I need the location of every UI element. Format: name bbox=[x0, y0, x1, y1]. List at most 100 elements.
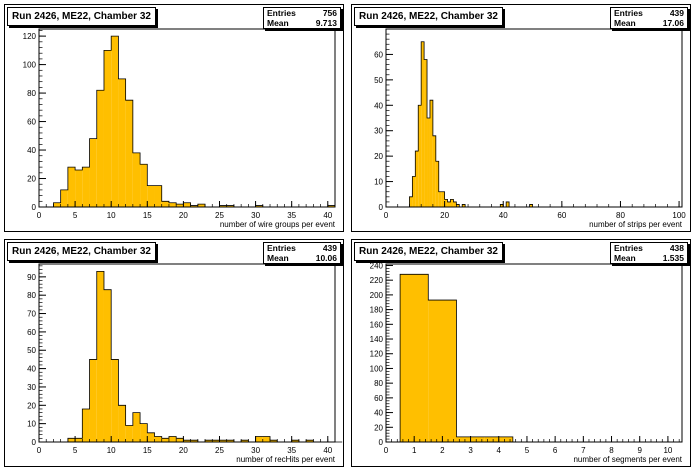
histogram-pad-wire-groups: 0 5 10 15 20 25 30 35 40 0 20 40 60 80 100 120 number of… bbox=[4, 4, 344, 232]
histogram-bar bbox=[444, 199, 448, 207]
y-tick-label: 40 bbox=[27, 146, 36, 155]
histogram-bar bbox=[89, 359, 97, 442]
x-tick-label: 40 bbox=[499, 211, 508, 220]
histogram-bar bbox=[132, 412, 141, 442]
y-tick-label: 100 bbox=[23, 61, 37, 70]
x-tick-label: 5 bbox=[525, 446, 530, 455]
x-tick-label: 30 bbox=[251, 446, 260, 455]
stats-box: Entries 756 Mean 9.713 bbox=[263, 7, 341, 29]
x-axis-label: number of wire groups per event bbox=[220, 220, 336, 229]
histogram-bar bbox=[270, 440, 278, 442]
histogram-bar bbox=[427, 118, 430, 207]
plot-frame bbox=[385, 28, 683, 208]
x-tick-label: 2 bbox=[440, 446, 445, 455]
y-tick-label: 50 bbox=[27, 346, 36, 355]
histogram-bar bbox=[219, 205, 227, 207]
stats-entries-value: 438 bbox=[669, 243, 684, 253]
x-tick-label: 40 bbox=[323, 211, 332, 220]
stats-box: Entries 439 Mean 17.06 bbox=[610, 7, 688, 29]
histogram-bar bbox=[506, 201, 510, 207]
histogram-bar bbox=[226, 205, 234, 207]
histogram-bar bbox=[421, 41, 425, 207]
histogram-bar bbox=[415, 151, 419, 207]
histogram-bar bbox=[190, 205, 198, 207]
histogram-bar bbox=[529, 204, 533, 207]
x-tick-label: 35 bbox=[287, 211, 296, 220]
histogram-bar bbox=[75, 438, 83, 442]
y-tick-label: 30 bbox=[27, 383, 36, 392]
histogram-bar bbox=[168, 436, 177, 442]
stats-entries-label: Entries bbox=[614, 8, 643, 18]
x-axis-label: number of segments per event bbox=[573, 455, 682, 464]
y-tick-label: 100 bbox=[370, 364, 384, 373]
x-tick-label: 80 bbox=[616, 211, 625, 220]
histogram-bar bbox=[111, 36, 119, 208]
histogram-bar bbox=[438, 191, 442, 207]
histogram-bar bbox=[96, 90, 104, 207]
y-tick-label: 240 bbox=[370, 261, 384, 270]
stats-box: Entries 438 Mean 1.535 bbox=[610, 242, 688, 264]
y-tick-label: 0 bbox=[379, 203, 384, 212]
y-tick-label: 20 bbox=[27, 401, 36, 410]
y-tick-label: 0 bbox=[379, 438, 384, 447]
x-tick-label: 10 bbox=[107, 211, 116, 220]
histogram-bar bbox=[190, 440, 198, 442]
x-tick-label: 15 bbox=[143, 211, 152, 220]
histogram-strips: 0 20 40 60 80 100 0 10 20 30 40 50 60 number of strip… bbox=[374, 28, 686, 229]
histogram-bar bbox=[500, 204, 504, 207]
y-tick-label: 0 bbox=[32, 438, 37, 447]
y-tick-label: 20 bbox=[374, 152, 383, 161]
histogram-pad-segments: 0 1 2 3 4 5 6 7 8 9 10 0 20 40 60 80 100 120 140 160 180 200 2… bbox=[351, 239, 691, 467]
histogram-bar bbox=[255, 205, 263, 207]
histogram-pad-strips: 0 20 40 60 80 100 0 10 20 30 40 50 60 number of strip… bbox=[351, 4, 691, 232]
histogram-bar bbox=[103, 289, 112, 442]
histogram-bar bbox=[82, 167, 90, 207]
x-tick-label: 15 bbox=[143, 446, 152, 455]
y-tick-label: 10 bbox=[27, 420, 36, 429]
y-tick-label: 20 bbox=[27, 175, 36, 184]
stats-entries-label: Entries bbox=[614, 243, 643, 253]
histogram-bar bbox=[176, 438, 184, 442]
y-tick-label: 40 bbox=[374, 409, 383, 418]
stats-mean-value: 1.535 bbox=[662, 253, 684, 263]
histogram-segments: 0 1 2 3 4 5 6 7 8 9 100204060801001201401601802002… bbox=[370, 261, 683, 464]
histogram-bar bbox=[462, 204, 466, 207]
histogram-bar bbox=[428, 300, 457, 442]
histogram-bar bbox=[132, 152, 141, 207]
plot-frame bbox=[385, 263, 683, 443]
histogram-bar bbox=[441, 191, 445, 207]
y-tick-label: 20 bbox=[374, 423, 383, 432]
x-axis-label: number of recHits per event bbox=[236, 455, 335, 464]
x-tick-label: 7 bbox=[581, 446, 586, 455]
histogram-bar bbox=[197, 204, 206, 207]
x-tick-label: 10 bbox=[107, 446, 116, 455]
x-tick-label: 100 bbox=[672, 211, 686, 220]
histogram-bar bbox=[60, 189, 68, 207]
histogram-bar bbox=[409, 196, 413, 207]
histogram-bar bbox=[67, 438, 76, 442]
histogram-bar bbox=[67, 167, 76, 207]
y-tick-label: 120 bbox=[370, 350, 384, 359]
stats-box: Entries 439 Mean 10.06 bbox=[263, 242, 341, 264]
y-tick-label: 70 bbox=[27, 310, 36, 319]
x-tick-label: 5 bbox=[73, 446, 78, 455]
histogram-bar bbox=[176, 204, 184, 207]
x-tick-label: 9 bbox=[637, 446, 642, 455]
histogram-bar bbox=[456, 204, 460, 207]
x-tick-label: 3 bbox=[468, 446, 473, 455]
histogram-bar bbox=[147, 432, 155, 442]
x-tick-label: 60 bbox=[557, 211, 566, 220]
histogram-bar bbox=[53, 202, 61, 207]
histogram-bar bbox=[327, 205, 335, 207]
stats-entries-value: 439 bbox=[322, 243, 337, 253]
histogram-title: Run 2426, ME22, Chamber 32 bbox=[7, 7, 156, 26]
histogram-bar bbox=[241, 440, 249, 442]
histogram-bar bbox=[262, 436, 271, 442]
y-tick-label: 160 bbox=[370, 320, 384, 329]
histogram-bar bbox=[306, 440, 314, 442]
x-tick-label: 25 bbox=[215, 211, 224, 220]
histogram-bar bbox=[453, 201, 457, 207]
x-axis-label: number of strips per event bbox=[589, 220, 683, 229]
histogram-rechits: 0 5 10 15 20 25 30 35 40 0 10 20 30 40 50 60 70 80 90 numbe… bbox=[27, 263, 343, 464]
histogram-bar bbox=[168, 202, 177, 207]
